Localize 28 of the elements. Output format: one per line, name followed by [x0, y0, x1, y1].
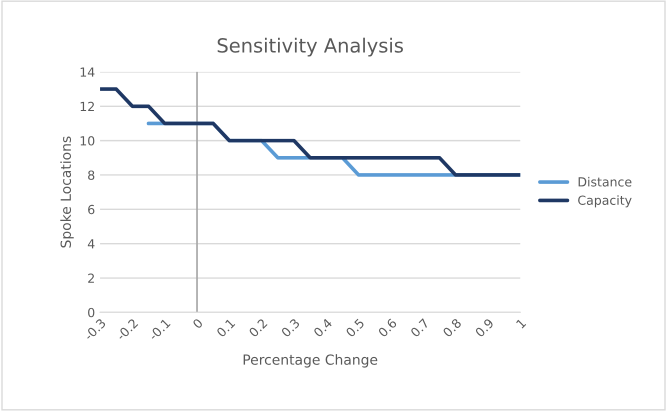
- x-tick-label: 0.7: [410, 318, 430, 338]
- y-tick-label: 4: [88, 239, 94, 248]
- x-tick-label: -0.1: [148, 318, 171, 341]
- y-tick-label: 6: [88, 204, 94, 214]
- legend-label: Distance: [578, 176, 632, 187]
- x-tick-label: 0.6: [378, 318, 398, 338]
- x-tick-label: 0.4: [313, 318, 333, 338]
- x-tick-label: 0.3: [280, 318, 300, 338]
- legend-label: Capacity: [578, 195, 632, 208]
- x-tick-label: 0.2: [248, 318, 268, 338]
- y-tick-label: 0: [88, 308, 94, 318]
- x-tick-label: 0.1: [216, 318, 236, 338]
- y-tick-label: 12: [80, 102, 94, 112]
- y-tick-label: 14: [80, 68, 94, 77]
- x-tick-label: 0.5: [345, 318, 365, 338]
- y-tick-label: 2: [88, 273, 94, 283]
- chart-title: Sensitivity Analysis: [218, 38, 403, 57]
- x-axis-title: Percentage Change: [244, 354, 378, 368]
- x-tick-label: 1: [516, 318, 526, 329]
- y-tick-label: 10: [80, 136, 94, 146]
- x-tick-label: -0.2: [116, 318, 138, 341]
- x-tick-label: 0: [192, 318, 204, 330]
- line-series: [100, 87, 520, 177]
- x-tick-label: -0.3: [83, 318, 106, 341]
- x-tick-label: 0.8: [442, 318, 462, 338]
- y-axis-title: Spoke Locations: [60, 136, 74, 248]
- y-tick-label: 8: [88, 170, 94, 180]
- x-tick-label: 0.9: [474, 318, 494, 338]
